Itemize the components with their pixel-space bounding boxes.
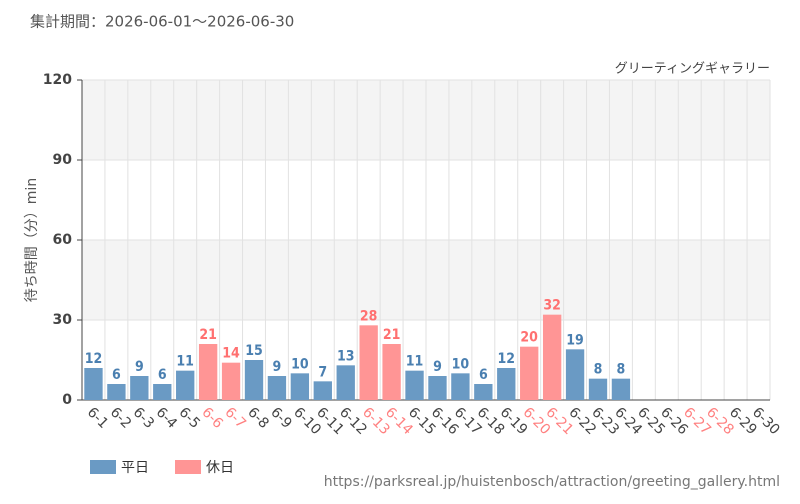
bar — [313, 381, 332, 400]
x-tick-label: 6-3 — [130, 404, 157, 431]
x-tick-label: 6-7 — [221, 404, 248, 431]
data-label: 10 — [291, 356, 309, 372]
bar — [336, 365, 355, 400]
data-label: 11 — [406, 354, 424, 370]
bar — [405, 370, 424, 400]
data-label: 28 — [360, 308, 378, 324]
x-tick-label: 6-1 — [84, 404, 111, 431]
y-axis-label: 待ち時間（分）min — [24, 178, 40, 302]
y-tick-label: 90 — [53, 152, 73, 168]
bar — [565, 349, 585, 400]
x-tick-label: 6-5 — [176, 404, 203, 431]
data-label: 8 — [617, 362, 626, 378]
y-tick-label: 60 — [53, 232, 73, 248]
bar — [359, 325, 378, 400]
bar — [198, 344, 218, 400]
bar — [84, 368, 103, 400]
bar — [176, 370, 195, 400]
data-label: 14 — [222, 346, 240, 362]
chart-subtitle: グリーティングギャラリー — [615, 62, 770, 77]
bar — [244, 360, 264, 400]
data-label: 21 — [199, 327, 217, 343]
legend-swatch — [90, 460, 116, 474]
data-label: 19 — [566, 332, 584, 348]
data-label: 12 — [85, 351, 103, 367]
bar — [130, 376, 149, 400]
data-label: 13 — [337, 348, 355, 364]
x-tick-label: 6-9 — [267, 404, 294, 431]
bar — [382, 344, 401, 400]
data-label: 6 — [479, 367, 488, 383]
data-label: 9 — [135, 359, 144, 375]
data-label: 11 — [176, 354, 194, 370]
y-tick-label: 120 — [43, 72, 72, 88]
bar — [451, 373, 470, 400]
data-label: 20 — [520, 330, 538, 346]
bar — [497, 368, 516, 400]
bar — [428, 376, 447, 400]
data-label: 8 — [594, 362, 603, 378]
x-tick-label: 6-6 — [198, 404, 226, 432]
bar — [474, 384, 493, 400]
y-tick-label: 30 — [53, 312, 73, 328]
bar — [221, 362, 241, 400]
bar — [588, 378, 608, 400]
data-label: 9 — [433, 359, 442, 375]
bar — [520, 346, 539, 400]
x-tick-label: 6-4 — [153, 404, 181, 432]
bar — [542, 314, 562, 400]
chart-title: 集計期間：2026-06-01～2026-06-30 — [30, 13, 294, 31]
y-tick-label: 0 — [62, 392, 72, 408]
bar — [267, 376, 287, 400]
data-label: 21 — [383, 327, 401, 343]
source: https://parksreal.jp/huistenbosch/attrac… — [324, 474, 780, 490]
legend-swatch — [175, 460, 201, 474]
x-tick-label: 6-8 — [244, 404, 271, 431]
bar — [611, 378, 631, 400]
legend-label: 平日 — [121, 460, 149, 476]
data-label: 15 — [245, 343, 263, 359]
x-tick-label: 6-2 — [107, 404, 134, 431]
bar — [107, 384, 126, 400]
data-label: 9 — [273, 359, 282, 375]
legend-label: 休日 — [206, 460, 234, 476]
data-label: 6 — [158, 367, 167, 383]
data-label: 6 — [112, 367, 121, 383]
data-label: 7 — [318, 364, 327, 380]
bar — [290, 373, 310, 400]
data-label: 12 — [498, 351, 516, 367]
data-label: 10 — [452, 356, 470, 372]
bar — [153, 384, 172, 400]
data-label: 32 — [543, 298, 561, 314]
